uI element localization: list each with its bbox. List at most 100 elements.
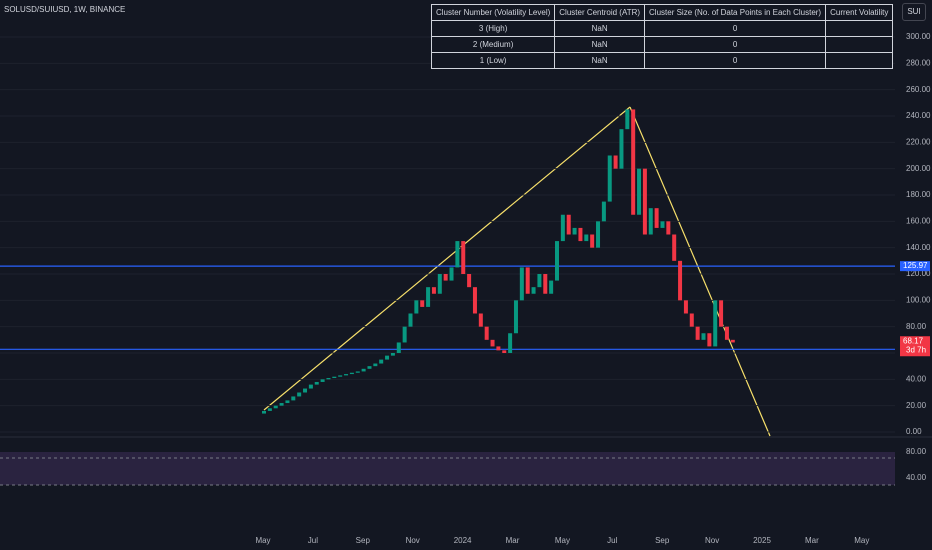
candle-body — [291, 396, 296, 401]
candle-body — [519, 267, 524, 301]
candle-body — [555, 241, 559, 281]
candle-body — [560, 214, 565, 242]
table-cell: 3 (High) — [430, 20, 556, 37]
y-tick-label: 80.00 — [906, 322, 927, 331]
cluster-table: Cluster Number (Volatility Level) Cluster… — [430, 4, 894, 69]
last-price-tag — [900, 336, 930, 357]
candle-body — [437, 274, 442, 294]
table-cell: 2 (Medium) — [430, 36, 556, 53]
candle-body — [713, 300, 718, 347]
candle-body — [607, 155, 612, 202]
x-tick-label: Nov — [705, 536, 719, 545]
chart-title: SOLUSD/SUIUSD, 1W, BINANCE — [4, 5, 125, 14]
table-row: 2 (Medium) NaN 0 — [430, 36, 894, 53]
symbol-button[interactable]: SUI — [902, 3, 926, 21]
candle-body — [426, 287, 431, 307]
candle-body — [461, 241, 466, 274]
candle-body — [619, 129, 624, 169]
candle-body — [262, 410, 266, 414]
y-tick-label: 160.00 — [906, 216, 931, 225]
candle-body — [631, 109, 636, 215]
candle-body — [303, 388, 308, 393]
candle-body — [678, 260, 683, 301]
candle-body — [666, 221, 671, 235]
table-cell — [825, 36, 894, 53]
trendline — [263, 106, 631, 411]
candle-body — [344, 374, 349, 376]
y-tick-label: 240.00 — [906, 111, 931, 120]
y-tick-label: 280.00 — [906, 58, 931, 67]
candle-body — [420, 300, 425, 307]
x-tick-label: May — [854, 536, 869, 545]
candle-body — [578, 227, 583, 242]
candle-body — [513, 300, 518, 334]
y-tick-label: 20.00 — [906, 401, 927, 410]
header-cell: Cluster Size (No. of Data Points in Each… — [644, 4, 827, 21]
table-cell: 0 — [644, 52, 827, 69]
candle-body — [390, 353, 395, 356]
candle-body — [543, 274, 548, 294]
candle-body — [396, 342, 401, 353]
candle-body — [273, 405, 278, 409]
candle-body — [361, 368, 366, 372]
candle-body — [566, 214, 571, 235]
candle-body — [467, 274, 472, 288]
candle-body — [332, 376, 337, 379]
x-tick-label: Nov — [406, 536, 420, 545]
candle-body — [637, 168, 642, 215]
candle-body — [596, 221, 601, 248]
y-tick-label: 220.00 — [906, 137, 931, 146]
candle-body — [320, 379, 325, 382]
x-tick-label: Jul — [607, 536, 617, 545]
y-tick-label: 180.00 — [906, 190, 931, 199]
table-cell — [825, 20, 894, 37]
last-price-label: 68.17 — [903, 336, 924, 345]
candle-body — [484, 326, 489, 340]
candle-body — [314, 381, 319, 385]
candle-body — [496, 346, 501, 351]
header-cell: Current Volatility — [825, 4, 894, 21]
y-tick-label: 200.00 — [906, 164, 931, 173]
table-cell — [825, 52, 894, 69]
y-tick-label: 260.00 — [906, 85, 931, 94]
x-tick-label: May — [255, 536, 270, 545]
candle-body — [584, 234, 589, 242]
candle-body — [531, 287, 536, 294]
y-tick-label: 120.00 — [906, 269, 931, 278]
candle-body — [537, 274, 542, 288]
candle-body — [719, 300, 724, 327]
candle-body — [695, 326, 700, 340]
x-tick-label: Sep — [655, 536, 670, 545]
candle-body — [285, 400, 290, 404]
candle-body — [672, 234, 677, 261]
candle-body — [355, 371, 360, 373]
y-tick-label: 0.00 — [906, 427, 922, 436]
table-header: Cluster Number (Volatility Level) Cluster… — [430, 4, 894, 21]
candle-body — [379, 359, 384, 364]
candle-body — [642, 168, 647, 235]
header-cell: Cluster Centroid (ATR) — [554, 4, 646, 21]
osc-tick-label: 40.00 — [906, 473, 927, 482]
candle-body — [613, 155, 618, 169]
level-tag — [900, 261, 930, 272]
candle-body — [689, 313, 694, 327]
table-cell: NaN — [554, 52, 646, 69]
table-cell: 1 (Low) — [430, 52, 556, 69]
candle-body — [326, 378, 331, 380]
x-tick-label: Mar — [805, 536, 819, 545]
candle-body — [625, 109, 630, 130]
y-tick-label: 300.00 — [906, 32, 931, 41]
candle-body — [724, 326, 729, 340]
y-tick-label: 100.00 — [906, 295, 931, 304]
candle-body — [279, 403, 284, 406]
candle-body — [590, 234, 595, 248]
x-tick-label: 2025 — [753, 536, 771, 545]
candle-body — [601, 201, 606, 222]
table-cell: 0 — [644, 36, 827, 53]
candle-body — [373, 363, 378, 367]
table-cell: NaN — [554, 20, 646, 37]
table-row: 3 (High) NaN 0 — [430, 20, 894, 37]
candle-body — [267, 408, 272, 411]
